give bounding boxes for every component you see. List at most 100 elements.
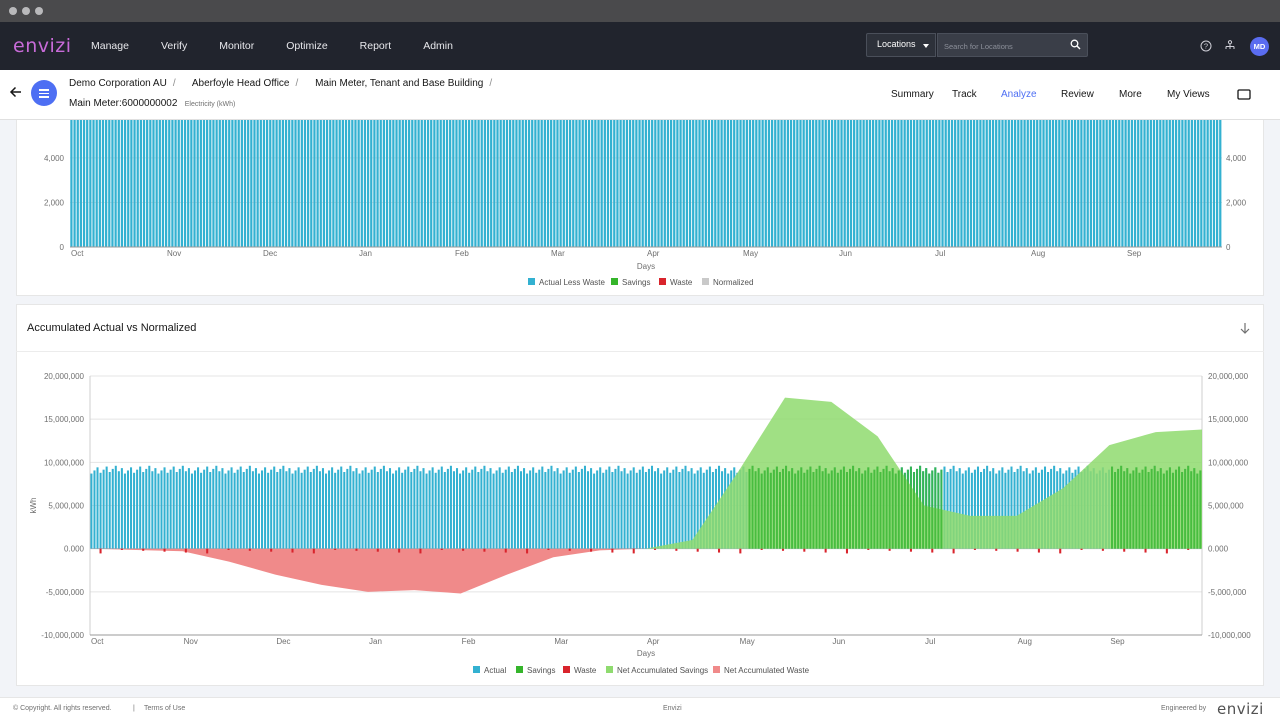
actual-bar bbox=[538, 469, 541, 549]
bar bbox=[720, 120, 723, 247]
fullscreen-icon[interactable] bbox=[1237, 89, 1251, 100]
footer-terms-link[interactable]: Terms of Use bbox=[144, 705, 186, 712]
location-search-input[interactable]: Search for Locations bbox=[937, 33, 1088, 57]
bar bbox=[417, 120, 420, 247]
breadcrumb-account[interactable]: Main Meter, Tenant and Base Building bbox=[315, 78, 484, 89]
actual-bar bbox=[446, 468, 449, 549]
bar bbox=[499, 120, 502, 247]
bar bbox=[98, 120, 101, 247]
tab-review[interactable]: Review bbox=[1061, 89, 1094, 100]
x-tick-label: Jan bbox=[369, 637, 382, 646]
bar bbox=[789, 120, 793, 247]
actual-bar bbox=[407, 466, 410, 549]
nav-optimize[interactable]: Optimize bbox=[286, 40, 328, 52]
bar bbox=[348, 120, 351, 247]
actual-bar bbox=[590, 468, 593, 549]
bar bbox=[237, 120, 240, 247]
nav-manage[interactable]: Manage bbox=[91, 40, 129, 52]
savings-bar bbox=[922, 471, 925, 549]
waste-bar bbox=[952, 548, 955, 554]
actual-bar bbox=[437, 469, 440, 549]
window-minimize-button[interactable] bbox=[22, 7, 30, 15]
actual-bar bbox=[943, 466, 946, 549]
bar bbox=[546, 120, 550, 247]
actual-bar bbox=[331, 467, 334, 549]
bar bbox=[644, 120, 647, 247]
user-avatar[interactable]: MD bbox=[1250, 37, 1269, 56]
nav-report[interactable]: Report bbox=[359, 40, 392, 52]
tab-my-views[interactable]: My Views bbox=[1167, 89, 1210, 100]
bar bbox=[344, 120, 348, 247]
actual-bar bbox=[273, 466, 276, 549]
bar bbox=[168, 120, 171, 247]
breadcrumb-separator: / bbox=[489, 78, 493, 89]
tab-analyze[interactable]: Analyze bbox=[1001, 89, 1037, 100]
savings-bar bbox=[1168, 467, 1171, 549]
savings-bar bbox=[1132, 470, 1135, 549]
actual-bar bbox=[105, 466, 108, 549]
download-icon[interactable] bbox=[1238, 321, 1252, 335]
bar bbox=[486, 120, 490, 247]
bar bbox=[1181, 120, 1184, 247]
actual-bar bbox=[702, 472, 705, 549]
tab-more[interactable]: More bbox=[1119, 89, 1142, 100]
waste-bar bbox=[845, 548, 848, 554]
bar bbox=[606, 120, 610, 247]
savings-bar bbox=[912, 472, 916, 549]
bar bbox=[187, 120, 190, 247]
hierarchy-icon[interactable] bbox=[1224, 40, 1236, 52]
bar bbox=[966, 120, 969, 247]
savings-bar bbox=[836, 472, 839, 549]
bar bbox=[764, 120, 767, 247]
y2-tick-label: 2,000 bbox=[1226, 198, 1247, 207]
actual-bar bbox=[294, 470, 297, 549]
search-icon[interactable] bbox=[1070, 39, 1081, 50]
window-close-button[interactable] bbox=[9, 7, 17, 15]
bar bbox=[748, 120, 752, 247]
savings-bar bbox=[845, 472, 848, 549]
actual-bar bbox=[1013, 472, 1016, 549]
bar bbox=[982, 120, 985, 247]
envizi-logo[interactable]: envizi bbox=[13, 35, 72, 57]
breadcrumb-site[interactable]: Aberfoyle Head Office bbox=[191, 78, 290, 89]
actual-bar bbox=[976, 466, 979, 549]
bar bbox=[332, 120, 335, 247]
waste-bar bbox=[611, 548, 614, 553]
actual-bar bbox=[200, 472, 203, 549]
actual-bar bbox=[1016, 468, 1019, 549]
back-arrow-icon[interactable] bbox=[9, 85, 23, 99]
breadcrumb-organization[interactable]: Demo Corporation AU bbox=[69, 78, 167, 89]
y2-tick-label: 5,000,000 bbox=[1208, 502, 1244, 511]
tab-track[interactable]: Track bbox=[952, 89, 977, 100]
hamburger-menu-button[interactable] bbox=[31, 80, 57, 106]
bar bbox=[998, 120, 1001, 247]
actual-bar bbox=[324, 473, 328, 549]
tab-summary[interactable]: Summary bbox=[891, 89, 934, 100]
bar bbox=[793, 120, 796, 247]
bar bbox=[1215, 120, 1219, 247]
menu-icon bbox=[39, 89, 49, 91]
nav-verify[interactable]: Verify bbox=[160, 40, 188, 52]
bar bbox=[1017, 120, 1020, 247]
bar bbox=[1130, 120, 1134, 247]
svg-text:?: ? bbox=[1204, 42, 1208, 51]
savings-bar bbox=[842, 466, 845, 549]
actual-bar bbox=[248, 465, 251, 549]
bar bbox=[117, 120, 120, 247]
nav-admin[interactable]: Admin bbox=[423, 40, 453, 52]
x-tick-label: Aug bbox=[1031, 249, 1045, 258]
help-icon[interactable]: ? bbox=[1200, 40, 1212, 52]
bar bbox=[969, 120, 973, 247]
actual-bar bbox=[163, 467, 166, 549]
bar bbox=[1102, 120, 1105, 247]
bar bbox=[613, 120, 616, 247]
actual-bar bbox=[218, 471, 221, 549]
bar bbox=[202, 120, 206, 247]
x-tick-label: Feb bbox=[462, 637, 476, 646]
location-type-select[interactable]: Locations bbox=[866, 33, 936, 57]
savings-bar bbox=[900, 467, 903, 549]
savings-bar bbox=[833, 467, 836, 549]
nav-monitor[interactable]: Monitor bbox=[219, 40, 255, 52]
window-maximize-button[interactable] bbox=[35, 7, 43, 15]
bar bbox=[70, 120, 73, 247]
